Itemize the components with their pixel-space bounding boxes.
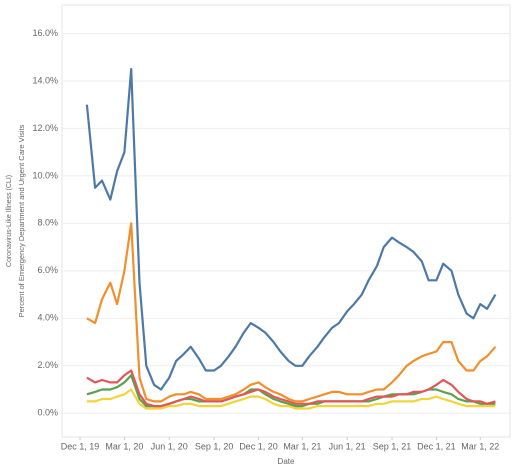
x-tick-label: Sep 1, 21: [373, 441, 412, 451]
y-axis-label: Coronavirus-Like Illness (CLI): [6, 175, 13, 267]
y-tick-label: 14.0%: [32, 75, 58, 85]
y-tick-label: 2.0%: [37, 360, 58, 370]
y-tick-label: 0.0%: [37, 408, 58, 418]
x-tick-label: Dec 1, 21: [417, 441, 456, 451]
x-tick-label: Dec 1, 20: [239, 441, 278, 451]
x-tick-label: Jun 1, 21: [329, 441, 366, 451]
series-line: [86, 222, 497, 403]
y-tick-label: 10.0%: [32, 170, 58, 180]
y-tick-label: 6.0%: [37, 265, 58, 275]
x-axis-label: Date: [278, 457, 295, 466]
y-tick-label: 16.0%: [32, 28, 58, 38]
y-tick-label: 4.0%: [37, 313, 58, 323]
plot-frame: [61, 4, 511, 438]
x-tick-label: Mar 1, 20: [105, 441, 143, 451]
y-axis-label: Percent of Emergency Department and Urge…: [17, 124, 26, 317]
series-line: [86, 369, 496, 408]
x-tick-label: Sep 1, 20: [195, 441, 234, 451]
x-tick-label: Jun 1, 20: [151, 441, 188, 451]
y-tick-label: 8.0%: [37, 218, 58, 228]
y-tick-label: 12.0%: [32, 123, 58, 133]
x-tick-label: Mar 1, 22: [461, 441, 499, 451]
series-line: [85, 68, 497, 391]
series-line: [86, 388, 496, 410]
x-tick-label: Dec 1, 19: [61, 441, 100, 451]
x-tick-label: Mar 1, 21: [283, 441, 321, 451]
